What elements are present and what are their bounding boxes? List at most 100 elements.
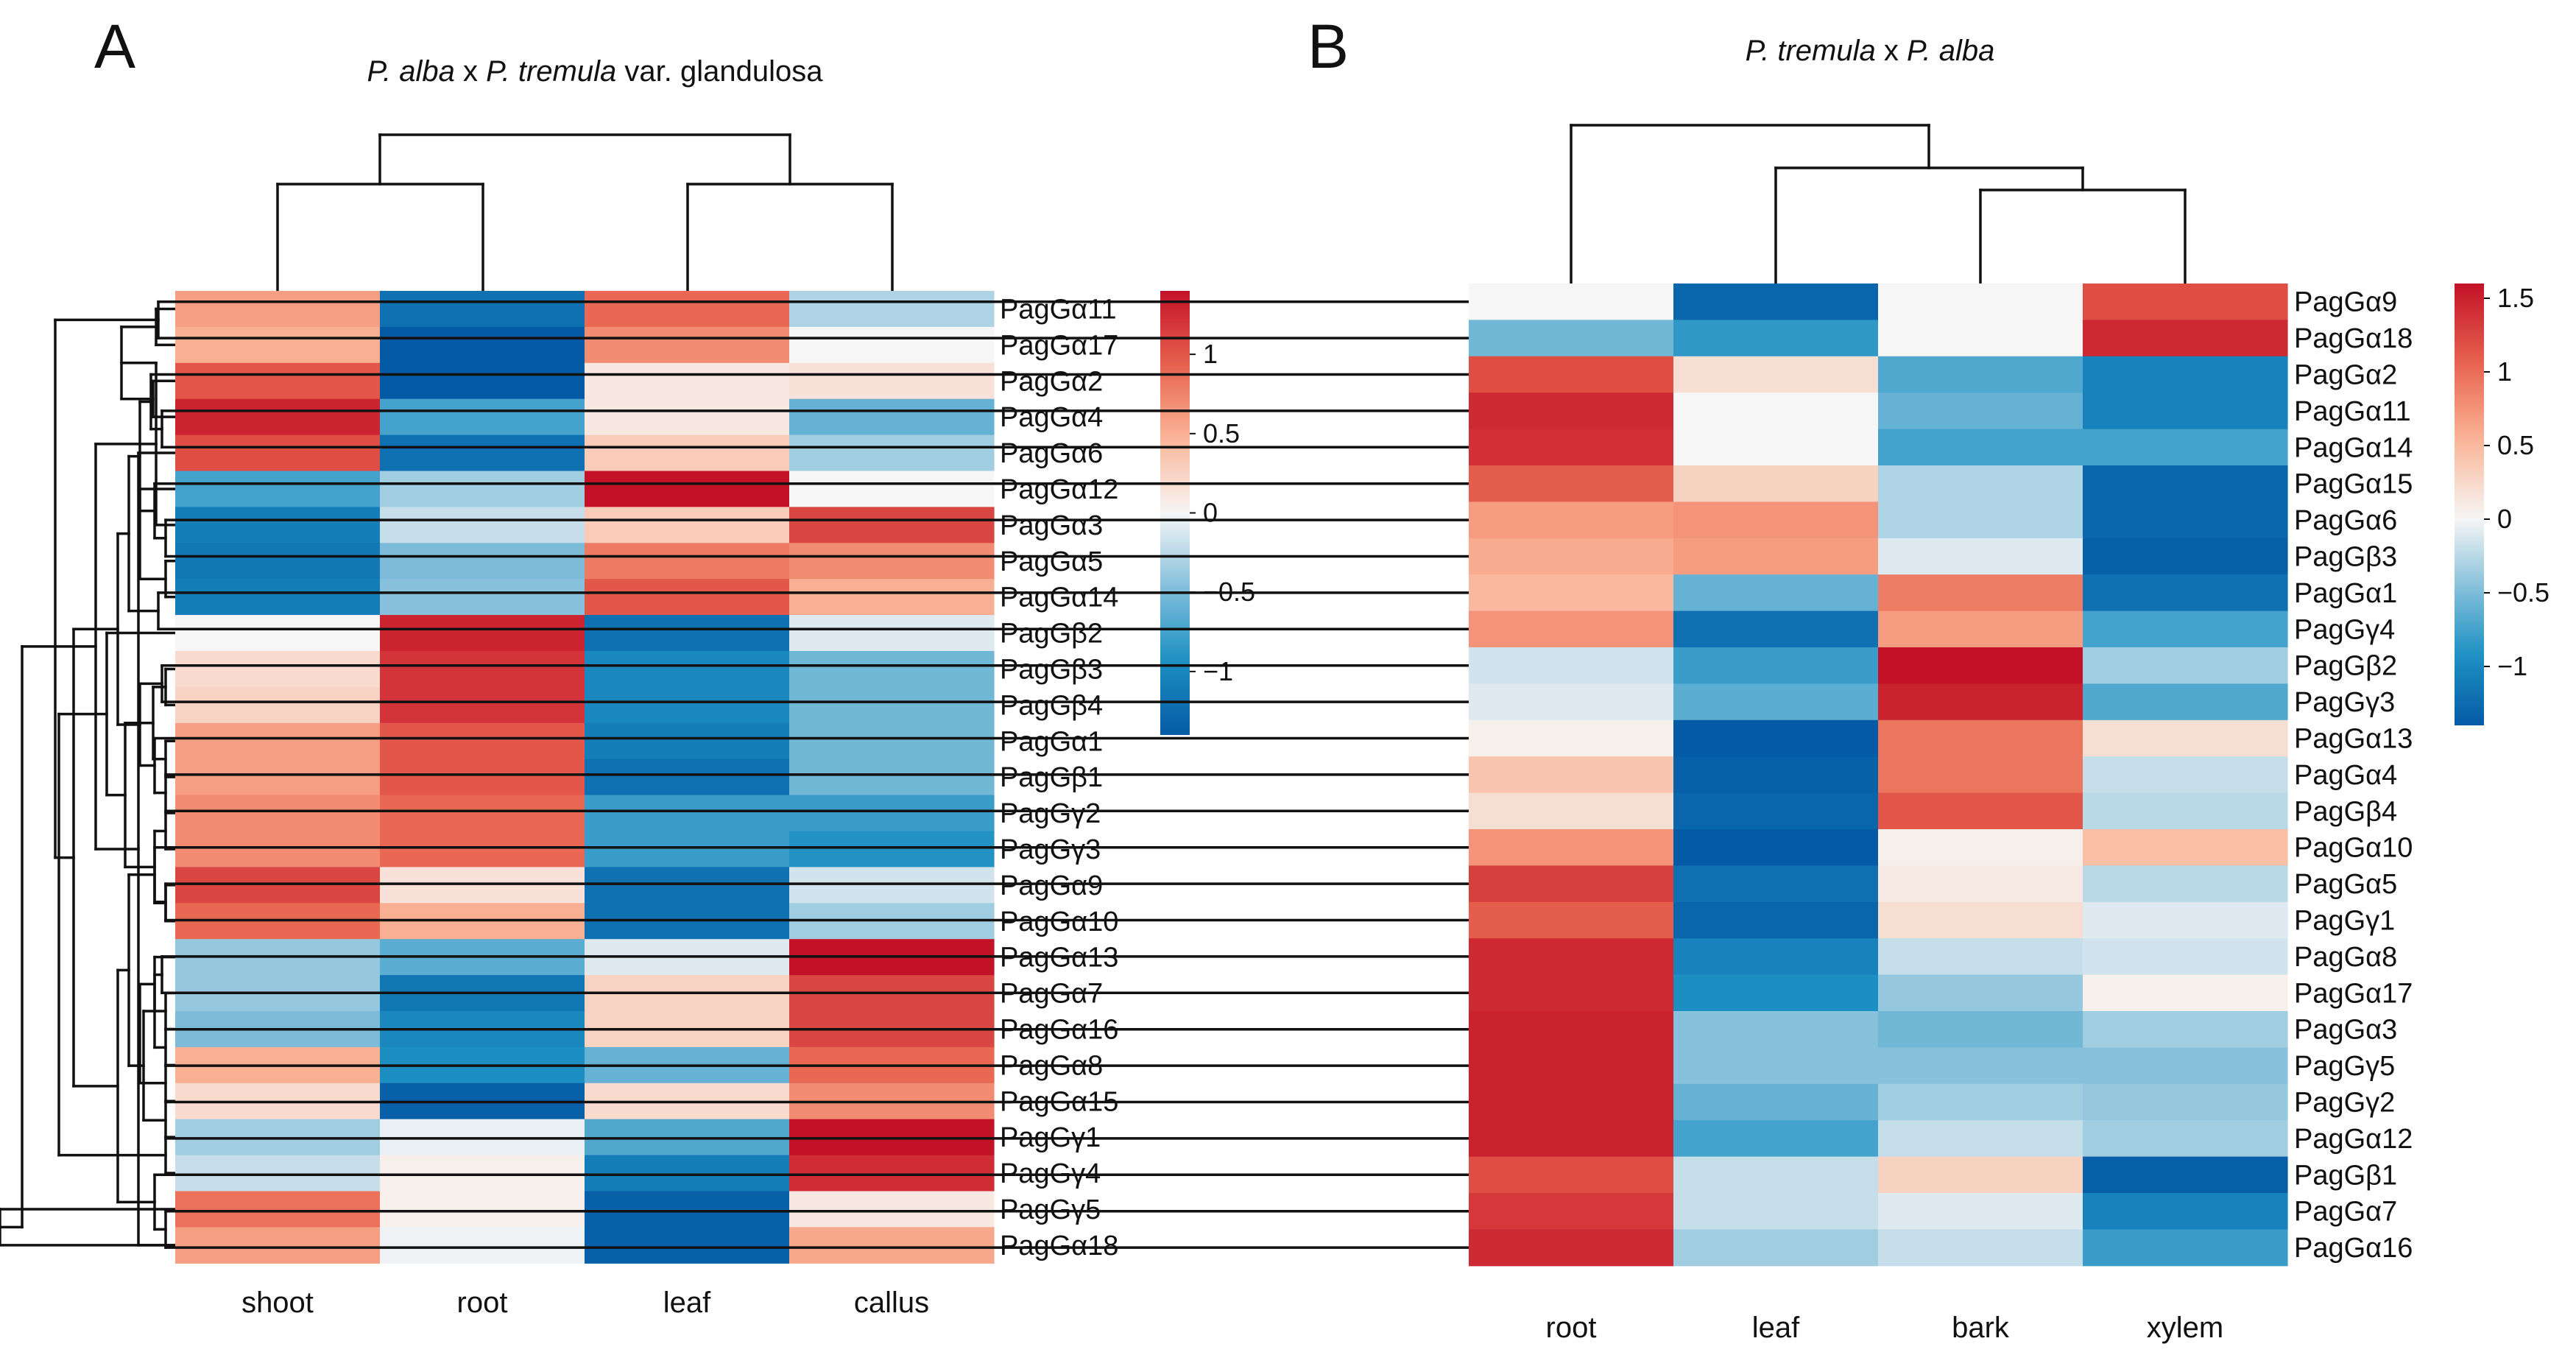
cell-PagGα4-root [1469,756,1674,794]
cell-PagGβ1-xylem [2083,1156,2288,1194]
cell-PagGα2-bark [1878,356,2083,393]
cell-PagGα16-root [1469,1229,1674,1267]
cell-PagGα1-xylem [2083,574,2288,612]
cell-PagGγ3-shoot [175,831,381,867]
cell-PagGβ3-bark [1878,538,2083,575]
cell-PagGγ2-callus [789,795,995,832]
cell-PagGα12-leaf [585,471,790,507]
cell-PagGα8-leaf [1673,938,1879,976]
cell-PagGα18-leaf [585,1227,790,1264]
cell-PagGα11-callus [789,291,995,328]
cell-PagGα1-shoot [175,722,381,760]
cell-PagGα3-bark [1878,1011,2083,1048]
cell-PagGα13-xylem [2083,719,2288,757]
cell-PagGα17-root [380,326,585,364]
colorbar-tick-label: 1.5 [2497,283,2534,313]
row-label: PagGα1 [1000,726,1103,757]
row-label: PagGα12 [1000,474,1118,505]
colorbar-tick-label: 0.5 [1203,418,1240,448]
cell-PagGα14-shoot [175,579,381,616]
cell-PagGα9-xylem [2083,284,2288,320]
cell-PagGα14-leaf [1673,429,1879,466]
column-label: shoot [241,1287,314,1319]
panel-a-row-labels: PagGα11 PagGα17 PagGα2 PagGα4 PagGα6 PagGα12 P… [1000,294,1118,1261]
cell-PagGβ1-bark [1878,1156,2083,1194]
panel-b-title: P. tremula x P. alba [1746,35,1995,67]
cell-PagGα3-leaf [585,507,790,543]
panel-a-heatmap-cells [175,291,995,1264]
cell-PagGα7-leaf [1673,1193,1879,1230]
cell-PagGα2-leaf [1673,356,1879,393]
panel-b-column-labels: root leaf bark xylem [1546,1312,2224,1344]
cell-PagGα2-leaf [585,362,790,400]
column-label: root [457,1287,508,1319]
cell-PagGβ3-root [1469,538,1674,575]
colorbar-tick-label: 1 [1203,339,1218,369]
cell-PagGα9-root [1469,284,1674,320]
row-label: PagGγ5 [2294,1051,2395,1082]
cell-PagGα17-callus [789,326,995,364]
cell-PagGβ1-leaf [585,759,790,796]
cell-PagGα17-bark [1878,974,2083,1012]
panel-b-title-part-1: P. tremula [1746,35,1876,67]
cell-PagGα14-leaf [585,579,790,616]
cell-PagGγ3-bark [1878,683,2083,721]
cell-PagGβ1-root [1469,1156,1674,1194]
cell-PagGα11-leaf [585,291,790,328]
cell-PagGα17-leaf [1673,974,1879,1012]
cell-PagGβ1-shoot [175,759,381,796]
row-label: PagGγ3 [2294,687,2395,718]
cell-PagGα1-root [380,722,585,760]
cell-PagGγ4-leaf [585,1155,790,1192]
cell-PagGα15-xylem [2083,465,2288,502]
cell-PagGα14-xylem [2083,429,2288,466]
row-label: PagGβ3 [1000,654,1103,685]
cell-PagGγ2-leaf [585,795,790,832]
cell-PagGα6-callus [789,434,995,472]
row-label: PagGα1 [2294,578,2397,609]
cell-PagGα6-root [380,434,585,472]
cell-PagGα17-shoot [175,326,381,364]
cell-PagGβ2-root [380,615,585,652]
cell-PagGα12-root [380,471,585,507]
cell-PagGβ3-leaf [1673,538,1879,575]
column-label: xylem [2147,1312,2223,1344]
cell-PagGα18-bark [1878,320,2083,357]
cell-PagGα1-bark [1878,574,2083,612]
cell-PagGγ4-callus [789,1155,995,1192]
cell-PagGα9-leaf [585,867,790,904]
cell-PagGγ2-root [380,795,585,832]
cell-PagGβ1-root [380,759,585,796]
row-label: PagGα9 [2294,287,2397,318]
cell-PagGβ1-callus [789,759,995,796]
cell-PagGγ3-root [1469,683,1674,721]
panel-b-title-part-2: x [1876,35,1907,67]
panel-b-letter: B [1308,12,1349,81]
colorbar-tick-label: −1 [2497,651,2527,681]
row-label: PagGα7 [2294,1197,2397,1228]
cell-PagGγ5-shoot [175,1191,381,1228]
cell-PagGα12-callus [789,471,995,507]
cell-PagGγ5-xylem [2083,1047,2288,1085]
cell-PagGα13-bark [1878,719,2083,757]
cell-PagGα7-bark [1878,1193,2083,1230]
row-label: PagGα2 [2294,360,2397,391]
row-label: PagGβ4 [2294,796,2397,827]
cell-PagGα9-bark [1878,284,2083,320]
cell-PagGα18-leaf [1673,320,1879,357]
cell-PagGα3-callus [789,507,995,543]
cell-PagGα1-callus [789,722,995,760]
cell-PagGα10-root [1469,829,1674,866]
cell-PagGβ4-leaf [1673,792,1879,830]
cell-PagGα8-xylem [2083,938,2288,976]
row-label: PagGα13 [2294,724,2413,755]
cell-PagGα1-root [1469,574,1674,612]
panel-a-title-part-4: var. glandulosa [616,55,823,88]
row-label: PagGα6 [2294,505,2397,536]
cell-PagGγ3-leaf [585,831,790,867]
cell-PagGβ3-xylem [2083,538,2288,575]
cell-PagGγ5-root [380,1191,585,1228]
panel-a-letter: A [94,12,135,81]
cell-PagGγ2-shoot [175,795,381,832]
row-label: PagGα11 [1000,294,1117,325]
